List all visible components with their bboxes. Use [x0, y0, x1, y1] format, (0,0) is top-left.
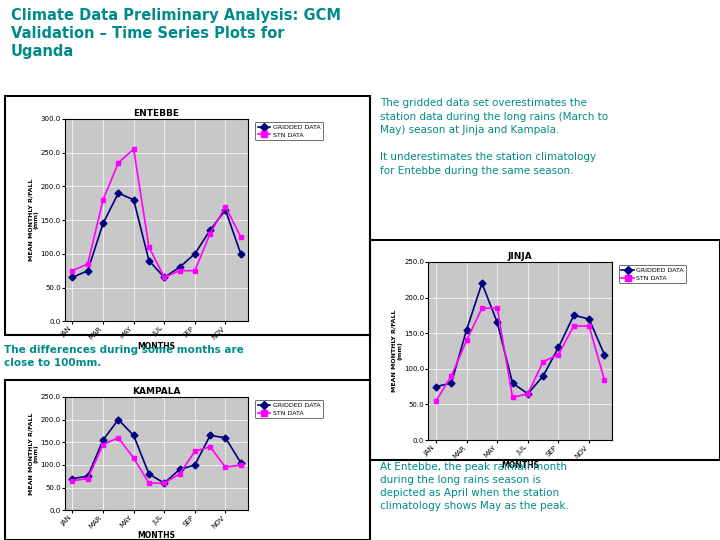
STN DATA [477, 305, 486, 312]
Line: STN DATA: STN DATA [70, 435, 243, 485]
GRIDDED DATA [99, 220, 107, 227]
X-axis label: MONTHS: MONTHS [501, 461, 539, 470]
Legend: GRIDDED DATA, STN DATA: GRIDDED DATA, STN DATA [618, 265, 686, 284]
Line: STN DATA: STN DATA [433, 306, 607, 403]
GRIDDED DATA [175, 466, 184, 472]
STN DATA [432, 397, 441, 404]
Title: ENTEBBE: ENTEBBE [134, 109, 179, 118]
STN DATA [221, 464, 230, 470]
GRIDDED DATA [130, 197, 138, 203]
STN DATA [523, 390, 532, 397]
Title: JINJA: JINJA [508, 252, 533, 261]
Line: GRIDDED DATA: GRIDDED DATA [70, 191, 243, 280]
GRIDDED DATA [600, 352, 608, 358]
STN DATA [175, 471, 184, 477]
GRIDDED DATA [84, 473, 92, 480]
GRIDDED DATA [432, 383, 441, 390]
GRIDDED DATA [84, 267, 92, 274]
STN DATA [130, 146, 138, 152]
Text: The differences during some months are
close to 100mm.: The differences during some months are c… [4, 345, 243, 368]
STN DATA [570, 323, 578, 329]
GRIDDED DATA [570, 312, 578, 319]
STN DATA [99, 441, 107, 448]
STN DATA [114, 435, 122, 441]
Legend: GRIDDED DATA, STN DATA: GRIDDED DATA, STN DATA [255, 400, 323, 418]
STN DATA [221, 203, 230, 210]
GRIDDED DATA [145, 258, 153, 264]
GRIDDED DATA [130, 432, 138, 438]
GRIDDED DATA [236, 460, 245, 466]
STN DATA [585, 323, 593, 329]
STN DATA [145, 480, 153, 487]
STN DATA [175, 267, 184, 274]
STN DATA [236, 234, 245, 240]
STN DATA [145, 244, 153, 251]
Legend: GRIDDED DATA, STN DATA: GRIDDED DATA, STN DATA [255, 122, 323, 140]
STN DATA [130, 455, 138, 461]
GRIDDED DATA [523, 390, 532, 397]
Y-axis label: MEAN MONTHLY R/FALL
(mm): MEAN MONTHLY R/FALL (mm) [392, 310, 402, 392]
Y-axis label: MEAN MONTHLY R/FALL
(mm): MEAN MONTHLY R/FALL (mm) [28, 413, 39, 495]
GRIDDED DATA [145, 471, 153, 477]
STN DATA [236, 462, 245, 468]
GRIDDED DATA [447, 380, 456, 386]
GRIDDED DATA [114, 416, 122, 423]
GRIDDED DATA [221, 435, 230, 441]
STN DATA [462, 337, 471, 343]
Title: KAMPALA: KAMPALA [132, 387, 181, 396]
STN DATA [114, 159, 122, 166]
Line: GRIDDED DATA: GRIDDED DATA [433, 281, 607, 396]
GRIDDED DATA [191, 251, 199, 257]
STN DATA [68, 267, 77, 274]
Text: The gridded data set overestimates the
station data during the long rains (March: The gridded data set overestimates the s… [380, 98, 608, 176]
STN DATA [554, 352, 563, 358]
GRIDDED DATA [493, 319, 502, 326]
GRIDDED DATA [206, 432, 215, 438]
X-axis label: MONTHS: MONTHS [138, 531, 176, 540]
STN DATA [191, 267, 199, 274]
GRIDDED DATA [160, 480, 168, 487]
STN DATA [206, 443, 215, 450]
GRIDDED DATA [68, 475, 77, 482]
GRIDDED DATA [462, 326, 471, 333]
Line: GRIDDED DATA: GRIDDED DATA [70, 417, 243, 485]
STN DATA [84, 261, 92, 267]
STN DATA [160, 480, 168, 487]
GRIDDED DATA [99, 437, 107, 443]
GRIDDED DATA [160, 274, 168, 281]
GRIDDED DATA [68, 274, 77, 281]
STN DATA [191, 448, 199, 455]
STN DATA [493, 305, 502, 312]
GRIDDED DATA [175, 264, 184, 271]
STN DATA [99, 197, 107, 203]
STN DATA [68, 477, 77, 484]
STN DATA [84, 475, 92, 482]
Text: Climate Data Preliminary Analysis: GCM
Validation – Time Series Plots for
Uganda: Climate Data Preliminary Analysis: GCM V… [11, 8, 341, 59]
STN DATA [206, 230, 215, 237]
GRIDDED DATA [539, 373, 547, 379]
GRIDDED DATA [554, 344, 563, 350]
GRIDDED DATA [508, 380, 517, 386]
STN DATA [539, 359, 547, 365]
STN DATA [508, 394, 517, 401]
GRIDDED DATA [221, 207, 230, 213]
Line: STN DATA: STN DATA [70, 147, 243, 280]
GRIDDED DATA [206, 227, 215, 233]
GRIDDED DATA [585, 316, 593, 322]
X-axis label: MONTHS: MONTHS [138, 342, 176, 351]
GRIDDED DATA [477, 280, 486, 287]
Text: At Entebbe, the peak rainfall month
during the long rains season is
depicted as : At Entebbe, the peak rainfall month duri… [380, 462, 569, 511]
STN DATA [447, 373, 456, 379]
GRIDDED DATA [236, 251, 245, 257]
STN DATA [160, 274, 168, 281]
GRIDDED DATA [114, 190, 122, 196]
GRIDDED DATA [191, 462, 199, 468]
STN DATA [600, 376, 608, 383]
Y-axis label: MEAN MONTHLY R/FALL
(mm): MEAN MONTHLY R/FALL (mm) [28, 179, 39, 261]
